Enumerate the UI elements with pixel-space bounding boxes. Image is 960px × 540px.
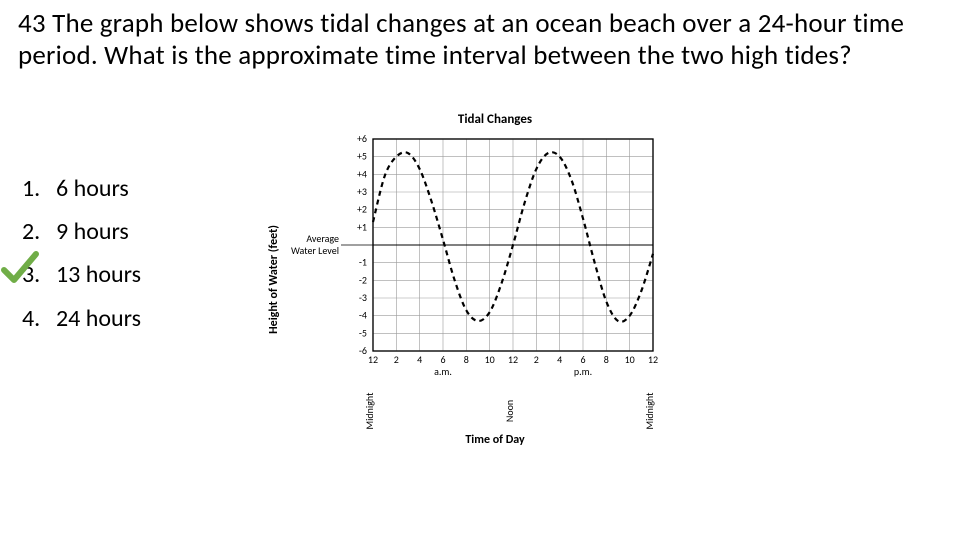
svg-text:8: 8 (464, 353, 469, 366)
svg-text:Water Level: Water Level (291, 244, 339, 257)
question-body: The graph below shows tidal changes at a… (18, 7, 904, 72)
svg-text:+1: +1 (357, 220, 367, 233)
svg-text:Midnight: Midnight (643, 392, 656, 429)
svg-text:10: 10 (625, 353, 635, 366)
answer-option[interactable]: 3. 13 hours (22, 256, 141, 293)
svg-text:12: 12 (368, 353, 378, 366)
svg-text:2: 2 (534, 353, 539, 366)
answer-number: 4. (22, 300, 56, 337)
svg-text:+5: +5 (357, 150, 367, 163)
svg-text:-5: -5 (359, 326, 367, 339)
svg-text:a.m.: a.m. (434, 365, 452, 378)
svg-text:+6: +6 (357, 132, 367, 145)
chart-title: Tidal Changes (265, 112, 685, 127)
question-text: 43 The graph below shows tidal changes a… (18, 8, 942, 73)
answer-option[interactable]: 2. 9 hours (22, 213, 141, 250)
answer-label: 9 hours (56, 213, 129, 250)
svg-text:-2: -2 (359, 273, 367, 286)
answer-label: 24 hours (56, 300, 141, 337)
svg-text:+2: +2 (357, 203, 367, 216)
answer-option[interactable]: 1. 6 hours (22, 170, 141, 207)
answer-list: 1. 6 hours 2. 9 hours 3. 13 hours 4. 24 … (22, 170, 141, 343)
svg-text:2: 2 (394, 353, 399, 366)
svg-text:p.m.: p.m. (574, 365, 592, 378)
answer-number: 1. (22, 170, 56, 207)
answer-number: 3. (22, 256, 56, 293)
svg-text:8: 8 (604, 353, 609, 366)
svg-text:10: 10 (485, 353, 495, 366)
answer-number: 2. (22, 213, 56, 250)
svg-text:-1: -1 (359, 256, 367, 269)
tidal-chart-svg: +6+5+4+3+2+1-1-2-3-4-5-61224681012246810… (281, 129, 671, 429)
svg-text:12: 12 (508, 353, 518, 366)
svg-text:4: 4 (557, 353, 562, 366)
tidal-chart-figure: Tidal Changes Height of Water (feet) +6 +… (265, 112, 685, 447)
svg-text:+4: +4 (357, 167, 367, 180)
answer-label: 6 hours (56, 170, 129, 207)
chart-ylabel: Height of Water (feet) (265, 225, 281, 334)
svg-text:+3: +3 (357, 185, 367, 198)
question-number: 43 (18, 7, 46, 40)
svg-text:4: 4 (417, 353, 422, 366)
svg-text:12: 12 (648, 353, 658, 366)
svg-text:-6: -6 (359, 344, 367, 357)
svg-text:Noon: Noon (503, 400, 516, 422)
svg-text:Midnight: Midnight (363, 392, 376, 429)
answer-option[interactable]: 4. 24 hours (22, 300, 141, 337)
chart-xlabel: Time of Day (265, 433, 685, 447)
svg-text:-3: -3 (359, 291, 367, 304)
svg-text:-4: -4 (359, 309, 367, 322)
answer-label: 13 hours (56, 256, 141, 293)
slide: 43 The graph below shows tidal changes a… (0, 0, 960, 540)
